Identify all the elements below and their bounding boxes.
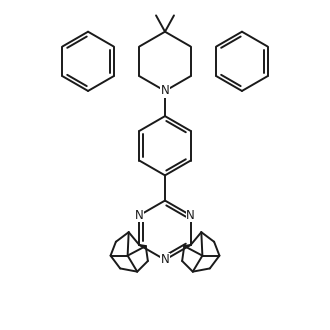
- Text: N: N: [161, 253, 169, 266]
- Text: N: N: [161, 84, 169, 97]
- Text: N: N: [135, 209, 144, 222]
- Text: N: N: [186, 209, 195, 222]
